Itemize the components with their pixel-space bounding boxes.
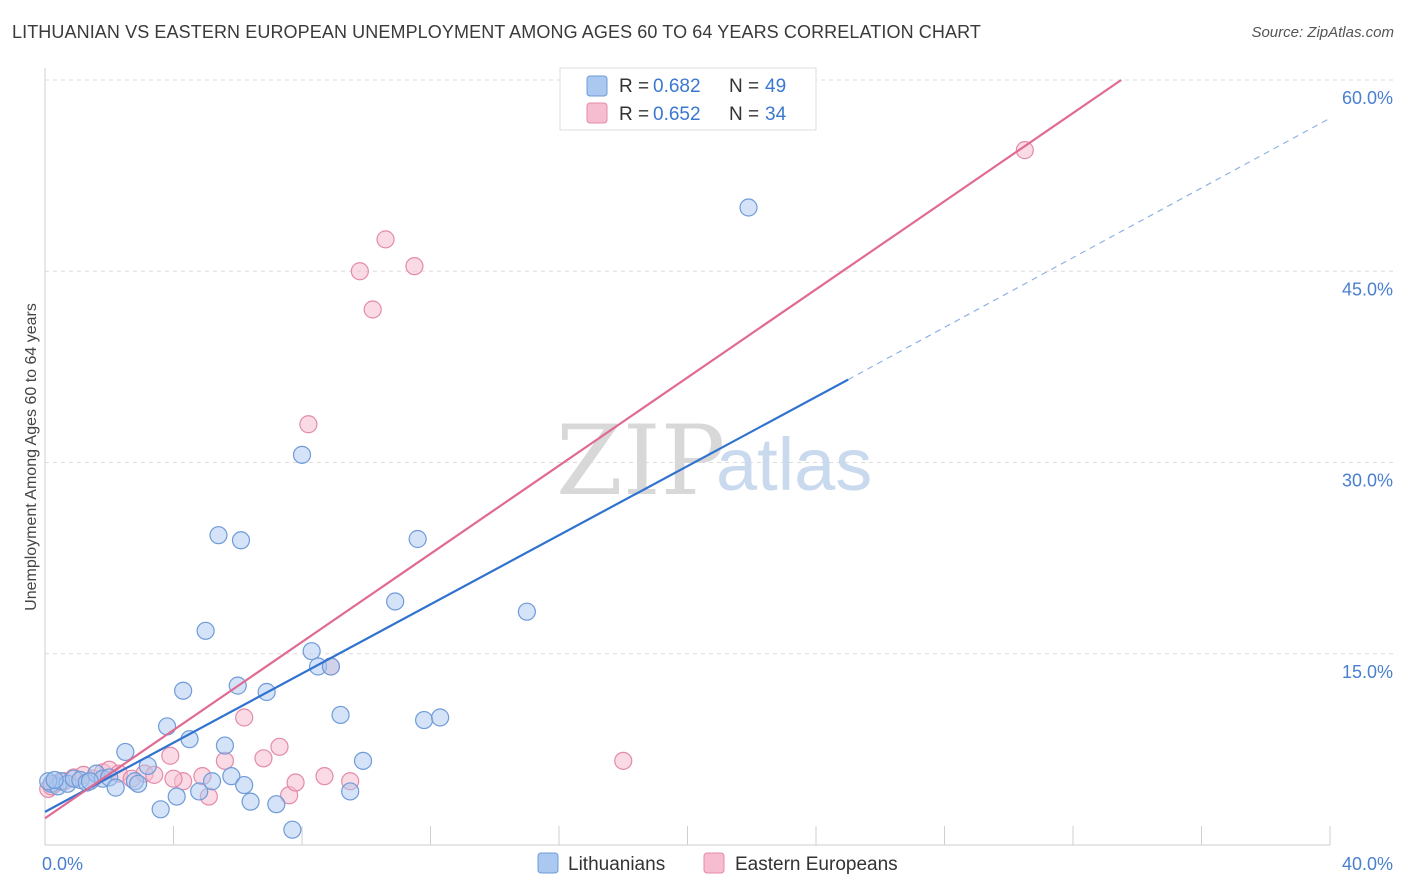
- watermark-zip: ZIP: [556, 405, 725, 517]
- lithuanians-point-22: [209, 526, 228, 545]
- bottom-legend-eastern-europeans: Eastern Europeans: [735, 854, 898, 875]
- eastern-europeans-point-17: [235, 708, 254, 727]
- lithuanians-trend-extension: [847, 117, 1331, 381]
- lithuanians-point-38: [353, 751, 373, 770]
- lithuanians-point-43: [517, 602, 536, 621]
- lithuanians-point-46: [45, 770, 64, 790]
- eastern-europeans-trend-line: [44, 79, 1122, 820]
- lithuanians-point-37: [341, 782, 360, 801]
- eastern-europeans-point-19: [270, 737, 289, 756]
- lithuanians-point-41: [414, 710, 434, 730]
- lithuanians-point-19: [190, 782, 209, 801]
- eastern-europeans-point-21: [286, 773, 305, 792]
- lithuanians-point-42: [431, 708, 450, 727]
- lithuanians-point-14: [151, 800, 170, 819]
- lithuanians-point-28: [241, 792, 260, 811]
- x-tick-label-1: 40.0%: [1342, 854, 1393, 874]
- eastern-europeans-point-18: [254, 749, 273, 768]
- lithuanians-point-20: [196, 621, 215, 640]
- chart-title: LITHUANIAN VS EASTERN EUROPEAN UNEMPLOYM…: [12, 22, 981, 42]
- grid-lines: [45, 79, 1395, 655]
- bottom-legend-swatch-lithuanians: [537, 852, 559, 874]
- bottom-legend-lithuanians: Lithuanians: [568, 854, 665, 875]
- lithuanians-point-11: [116, 742, 135, 762]
- legend-n-label-2: N =: [729, 104, 759, 125]
- legend: R = 0.682 N = 49 R = 0.652 N = 34: [559, 67, 817, 131]
- eastern-europeans-point-30: [614, 751, 633, 770]
- lithuanians-point-32: [292, 445, 312, 464]
- y-tick-label-0: 15.0%: [1342, 662, 1393, 682]
- lithuanians-point-40: [408, 529, 427, 549]
- eastern-europeans-point-31: [1015, 141, 1034, 160]
- legend-r-value-2: 0.652: [653, 104, 701, 125]
- x-tick-label-0: 0.0%: [42, 854, 83, 874]
- axes: [44, 68, 1331, 846]
- eastern-europeans-point-12: [161, 746, 180, 765]
- lithuanians-point-21: [202, 772, 222, 791]
- lithuanians-point-36: [331, 705, 350, 725]
- legend-n-value-1: 49: [765, 76, 786, 97]
- eastern-europeans-point-16: [215, 751, 234, 770]
- eastern-europeans-point-26: [350, 262, 369, 281]
- watermark: ZIP atlas: [556, 405, 872, 517]
- legend-n-value-2: 34: [765, 104, 787, 125]
- y-tick-label-2: 45.0%: [1342, 279, 1393, 299]
- legend-r-label-1: R =: [619, 76, 649, 97]
- trend-lines: [44, 79, 1331, 820]
- bottom-legend-swatch-eastern-europeans: [703, 852, 725, 874]
- watermark-atlas: atlas: [716, 423, 872, 506]
- lithuanians-points: [39, 198, 758, 839]
- lithuanians-point-26: [231, 531, 251, 550]
- lithuanians-point-10: [106, 778, 125, 797]
- lithuanians-point-33: [302, 642, 321, 661]
- legend-swatch-lithuanians: [586, 75, 608, 97]
- lithuanians-point-39: [386, 592, 405, 611]
- lithuanians-point-24: [222, 767, 241, 786]
- legend-r-label-2: R =: [619, 104, 649, 125]
- legend-r-value-1: 0.682: [653, 76, 701, 97]
- lithuanians-point-23: [215, 736, 234, 755]
- lithuanians-point-27: [235, 775, 254, 795]
- lithuanians-point-30: [267, 795, 286, 814]
- y-tick-labels: 15.0% 30.0% 45.0% 60.0%: [1342, 88, 1393, 682]
- lithuanians-point-44: [739, 198, 758, 217]
- lithuanians-point-17: [174, 681, 193, 700]
- eastern-europeans-point-23: [315, 767, 334, 786]
- bottom-legend: Lithuanians Eastern Europeans: [537, 852, 898, 875]
- lithuanians-point-16: [167, 787, 186, 806]
- legend-n-label-1: N =: [729, 76, 759, 97]
- source-label: Source: ZipAtlas.com: [1251, 24, 1394, 41]
- eastern-europeans-point-33: [164, 769, 183, 788]
- eastern-europeans-point-29: [405, 257, 424, 276]
- eastern-europeans-point-27: [363, 300, 382, 319]
- y-axis-label: Unemployment Among Ages 60 to 64 years: [23, 303, 40, 611]
- lithuanians-point-31: [283, 820, 302, 839]
- lithuanians-point-48: [129, 774, 148, 793]
- x-tick-labels: 0.0% 40.0%: [42, 854, 1393, 874]
- y-tick-label-1: 30.0%: [1342, 471, 1393, 491]
- eastern-europeans-point-28: [376, 230, 395, 249]
- eastern-europeans-points: [39, 141, 1034, 806]
- legend-swatch-eastern-europeans: [586, 102, 608, 124]
- eastern-europeans-point-22: [299, 415, 318, 434]
- lithuanians-point-15: [157, 717, 177, 736]
- lithuanians-trend-line: [44, 378, 849, 813]
- y-tick-label-3: 60.0%: [1342, 88, 1393, 108]
